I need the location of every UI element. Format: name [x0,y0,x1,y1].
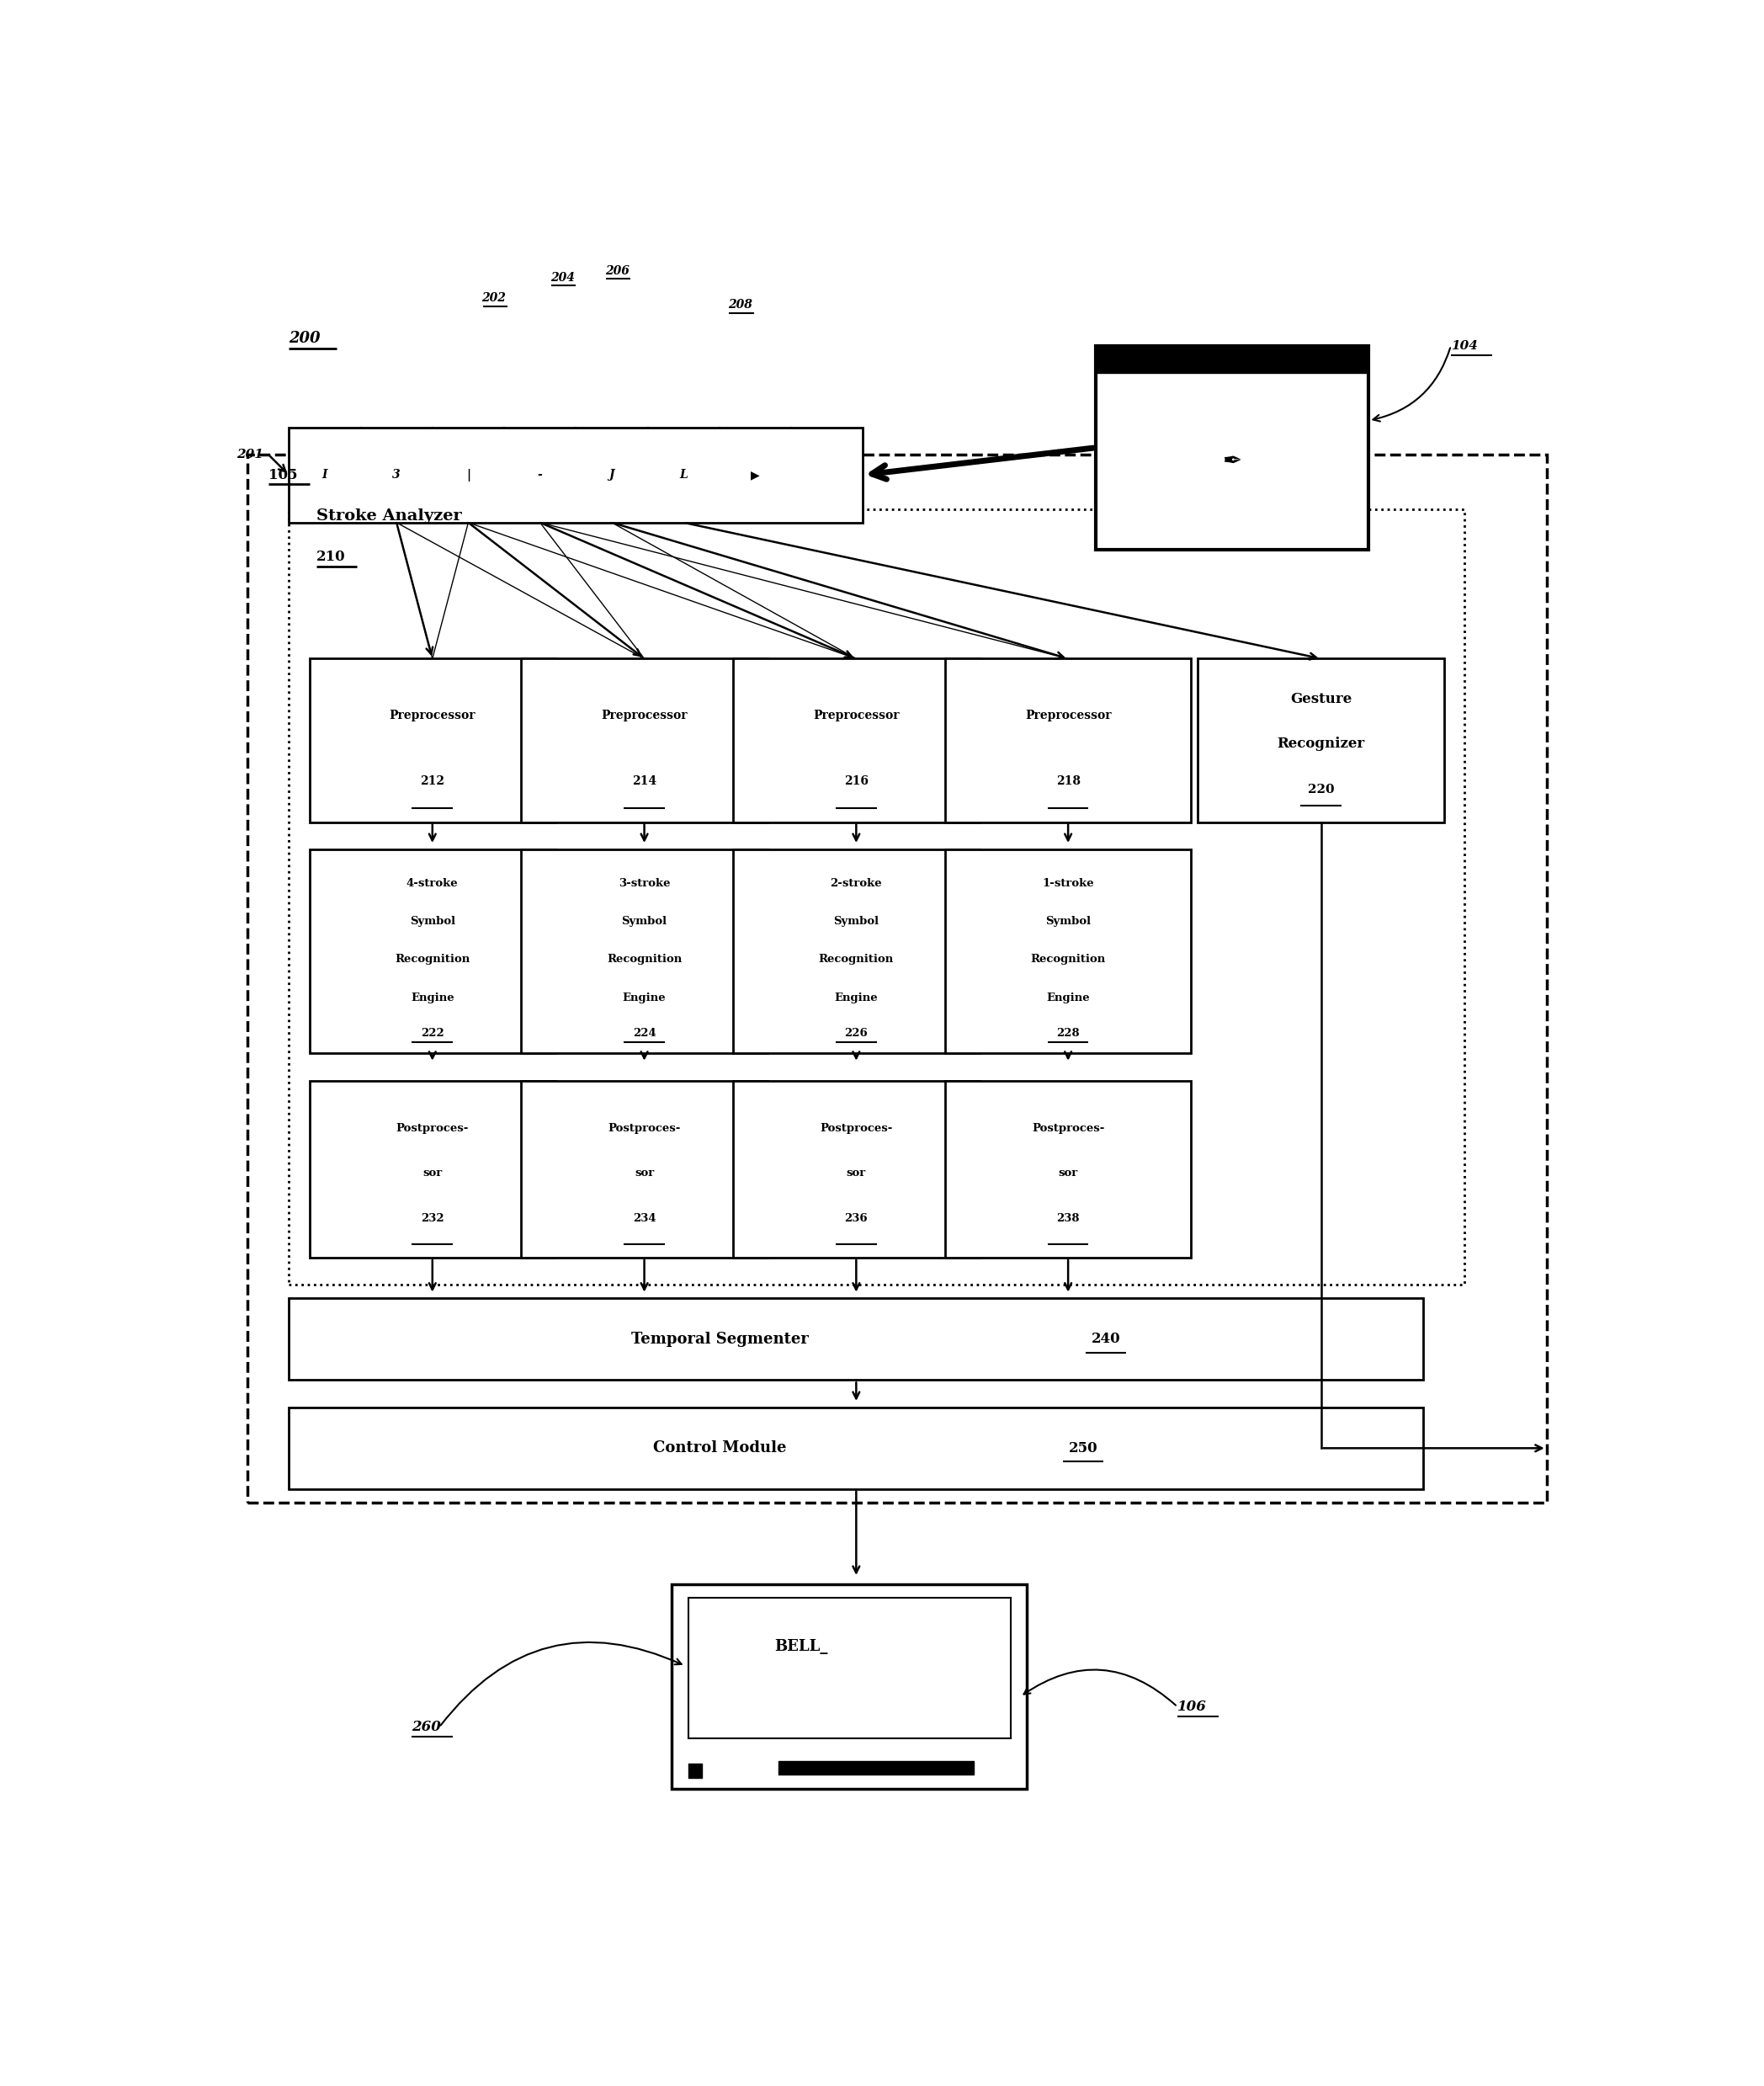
Text: Symbol: Symbol [409,916,455,926]
Text: 212: 212 [420,776,445,786]
Text: Recognition: Recognition [395,953,469,966]
FancyBboxPatch shape [309,659,556,822]
Text: |: | [466,469,471,482]
Text: 104: 104 [1450,340,1478,353]
FancyBboxPatch shape [309,849,556,1053]
Text: sor: sor [423,1168,443,1179]
Text: 210: 210 [316,549,346,563]
FancyBboxPatch shape [946,659,1191,822]
Text: 202: 202 [482,292,506,305]
Text: Preprocessor: Preprocessor [1025,709,1111,722]
FancyBboxPatch shape [309,1081,556,1258]
Text: 218: 218 [1057,776,1080,786]
Text: 105: 105 [268,467,298,482]
FancyBboxPatch shape [946,849,1191,1053]
Text: 204: 204 [550,271,575,284]
Text: Postproces-: Postproces- [1032,1122,1104,1135]
Text: Preprocessor: Preprocessor [602,709,688,722]
Text: 216: 216 [843,776,868,786]
Text: 236: 236 [845,1214,868,1224]
Text: Engine: Engine [834,993,878,1003]
Text: Control Module: Control Module [653,1441,787,1456]
Text: 260: 260 [411,1721,441,1733]
Text: 201: 201 [236,448,265,461]
Text: Recognition: Recognition [818,953,894,966]
Text: 208: 208 [729,298,751,311]
Text: 222: 222 [422,1028,445,1039]
Text: 220: 220 [1307,784,1334,795]
Text: Preprocessor: Preprocessor [813,709,900,722]
Text: 106: 106 [1178,1700,1207,1715]
FancyBboxPatch shape [522,659,767,822]
Text: Gesture: Gesture [1289,693,1351,707]
Text: sor: sor [1058,1168,1078,1179]
Text: Engine: Engine [1046,993,1090,1003]
Text: 214: 214 [632,776,656,786]
FancyBboxPatch shape [688,1598,1011,1738]
FancyBboxPatch shape [289,1297,1424,1381]
Text: -: - [538,469,543,480]
Text: 4-stroke: 4-stroke [406,878,459,889]
FancyBboxPatch shape [522,1081,767,1258]
Text: 232: 232 [422,1214,445,1224]
Text: I: I [323,469,328,480]
Text: 224: 224 [633,1028,656,1039]
Text: 3-stroke: 3-stroke [619,878,670,889]
Text: L: L [679,469,688,480]
Text: 240: 240 [1092,1333,1120,1345]
Text: 238: 238 [1057,1214,1080,1224]
Text: Symbol: Symbol [833,916,878,926]
Text: Symbol: Symbol [1046,916,1090,926]
Text: ▶: ▶ [751,469,760,480]
FancyBboxPatch shape [1198,659,1445,822]
Text: 3: 3 [392,469,400,480]
FancyBboxPatch shape [672,1583,1027,1788]
Text: Engine: Engine [623,993,667,1003]
Text: 228: 228 [1057,1028,1080,1039]
Text: 200: 200 [289,332,321,346]
Text: 234: 234 [633,1214,656,1224]
Text: Preprocessor: Preprocessor [390,709,476,722]
Text: Postproces-: Postproces- [820,1122,893,1135]
Text: ✒: ✒ [1222,448,1242,474]
Text: Engine: Engine [411,993,453,1003]
FancyBboxPatch shape [289,428,863,524]
Text: Recognition: Recognition [1030,953,1106,966]
FancyBboxPatch shape [734,1081,979,1258]
Text: BELL_: BELL_ [774,1640,827,1654]
Text: Postproces-: Postproces- [609,1122,681,1135]
Text: J: J [609,469,614,480]
Text: 1-stroke: 1-stroke [1043,878,1094,889]
Text: 206: 206 [605,265,630,277]
FancyBboxPatch shape [289,1408,1424,1489]
Text: sor: sor [635,1168,654,1179]
FancyBboxPatch shape [1095,346,1369,551]
FancyBboxPatch shape [522,849,767,1053]
Text: 226: 226 [845,1028,868,1039]
FancyBboxPatch shape [734,659,979,822]
FancyBboxPatch shape [946,1081,1191,1258]
Text: Temporal Segmenter: Temporal Segmenter [632,1331,808,1348]
Text: Recognition: Recognition [607,953,683,966]
Text: Postproces-: Postproces- [397,1122,469,1135]
Text: Symbol: Symbol [621,916,667,926]
FancyBboxPatch shape [734,849,979,1053]
Text: 2-stroke: 2-stroke [831,878,882,889]
Text: Stroke Analyzer: Stroke Analyzer [316,509,462,524]
Text: sor: sor [847,1168,866,1179]
Text: Recognizer: Recognizer [1277,736,1365,751]
Text: 250: 250 [1069,1441,1097,1456]
